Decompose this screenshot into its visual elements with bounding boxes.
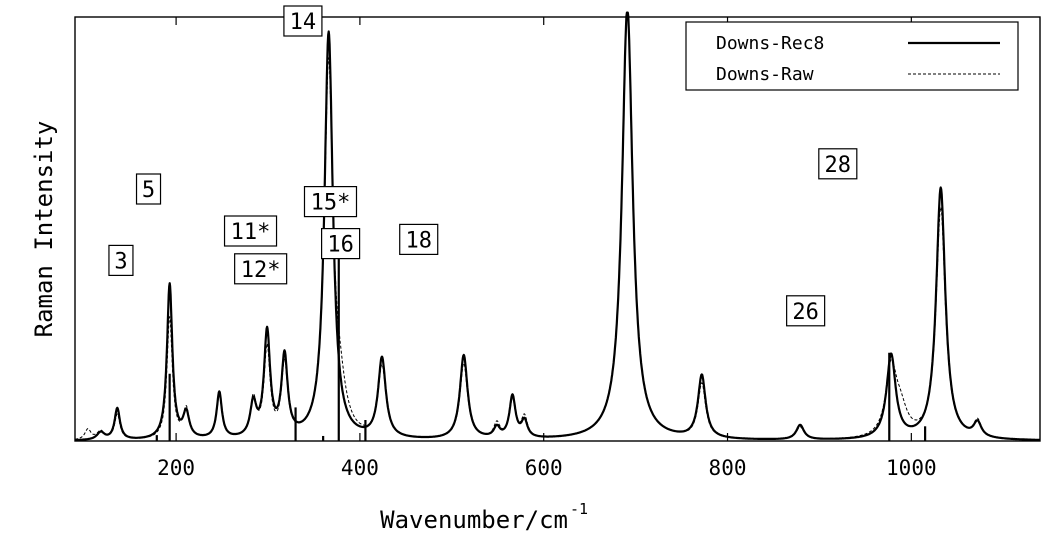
series-layer	[74, 11, 1041, 442]
peak-annotation-box	[223, 215, 278, 247]
x-axis-label: Wavenumber/cm	[380, 506, 568, 534]
peak-annotation: 26	[786, 295, 826, 327]
x-axis-ticks: 200 400 600 800 1000	[157, 17, 937, 480]
x-tick-label: 200	[157, 456, 195, 480]
peak-annotation-label: 3	[114, 249, 127, 274]
peak-annotation: 16	[321, 228, 361, 260]
series-line-raw	[74, 12, 1040, 441]
peak-annotation-box	[303, 186, 358, 218]
peak-annotation-box	[818, 148, 858, 180]
peak-annotation: 28	[818, 148, 858, 180]
peak-annotation-box	[234, 253, 288, 285]
peak-annotation-label: 5	[142, 178, 155, 203]
peak-annotation: 11*	[223, 215, 278, 247]
peak-annotation-label: 14	[290, 10, 317, 35]
peak-annotation-box	[283, 5, 323, 37]
legend-label-raw: Downs-Raw	[716, 64, 814, 85]
peak-annotation: 14	[283, 5, 323, 37]
peak-annotation: 15*	[303, 186, 358, 218]
peak-annotation-label: 15*	[311, 191, 351, 216]
reference-lines-layer	[155, 247, 927, 441]
peak-annotation-label: 26	[792, 300, 819, 325]
peak-annotation-box	[399, 223, 439, 255]
peak-annotation-box	[786, 295, 826, 327]
x-tick-label: 400	[341, 456, 379, 480]
peak-annotation-label: 18	[405, 228, 432, 253]
peak-annotation-box	[108, 244, 134, 276]
x-tick-label: 600	[525, 456, 563, 480]
peak-annotation: 12*	[234, 253, 288, 285]
legend-box	[685, 21, 1019, 91]
peak-annotation-label: 28	[825, 153, 852, 178]
peak-annotation-label: 12*	[241, 258, 281, 283]
peak-annotations: 3 5 11* 12* 14 15* 16 18 26 28	[108, 5, 858, 327]
x-axis-label-superscript: -1	[570, 500, 588, 518]
x-tick-label: 1000	[886, 456, 937, 480]
peak-annotation-label: 16	[327, 233, 354, 258]
x-tick-label: 800	[709, 456, 747, 480]
peak-annotation-box	[321, 228, 361, 260]
peak-annotation-label: 11*	[231, 220, 271, 245]
peak-annotation: 5	[135, 173, 162, 205]
legend-label-rec8: Downs-Rec8	[716, 33, 824, 54]
plot-frame	[74, 16, 1041, 442]
peak-annotation: 18	[399, 223, 439, 255]
peak-annotation: 3	[108, 244, 134, 276]
y-axis-label: Raman Intensity	[30, 121, 58, 338]
legend: Downs-Rec8 Downs-Raw	[685, 21, 1019, 91]
peak-annotation-box	[135, 173, 162, 205]
